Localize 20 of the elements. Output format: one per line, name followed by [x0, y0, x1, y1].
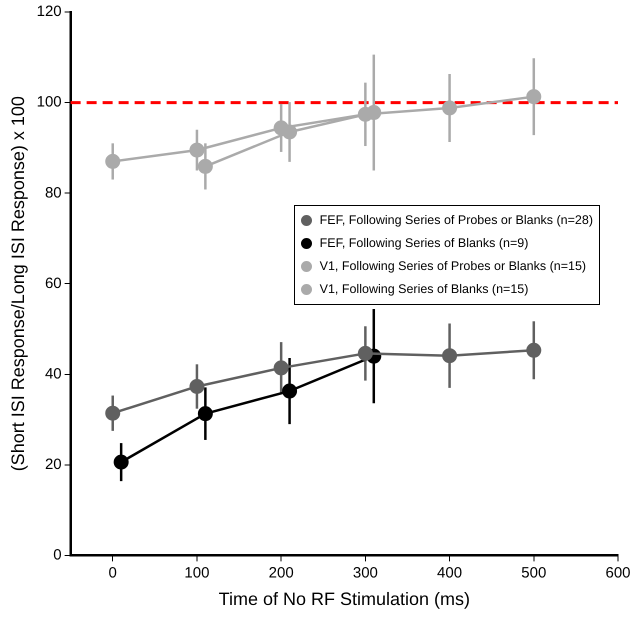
x-tick-label: 500 [521, 564, 546, 582]
y-tick-label: 20 [44, 456, 62, 473]
legend-label: V1, Following Series of Blanks (n=15) [320, 281, 528, 298]
y-tick-label: 0 [53, 546, 62, 564]
legend-label: FEF, Following Series of Blanks (n=9) [320, 235, 528, 252]
legend-label: FEF, Following Series of Probes or Blanks (n=28) [320, 212, 593, 229]
y-tick-label: 100 [36, 94, 62, 111]
y-axis-title: (Short ISI Response/Long ISI Response) x 100 [8, 96, 28, 472]
x-axis-title: Time of No RF Stimulation (ms) [218, 589, 470, 610]
x-tick-label: 200 [268, 564, 294, 582]
y-tick-label: 80 [44, 184, 62, 202]
y-tick-label: 40 [44, 365, 62, 382]
x-tick-label: 300 [352, 564, 378, 582]
legend-label: V1, Following Series of Probes or Blanks (n=15) [320, 258, 586, 275]
x-tick-label: 600 [605, 564, 631, 582]
x-tick-label: 0 [108, 564, 117, 582]
y-tick-label: 60 [44, 274, 62, 292]
x-tick-label: 100 [184, 564, 210, 582]
x-tick-label: 400 [437, 564, 462, 582]
y-tick-label: 120 [36, 3, 62, 20]
